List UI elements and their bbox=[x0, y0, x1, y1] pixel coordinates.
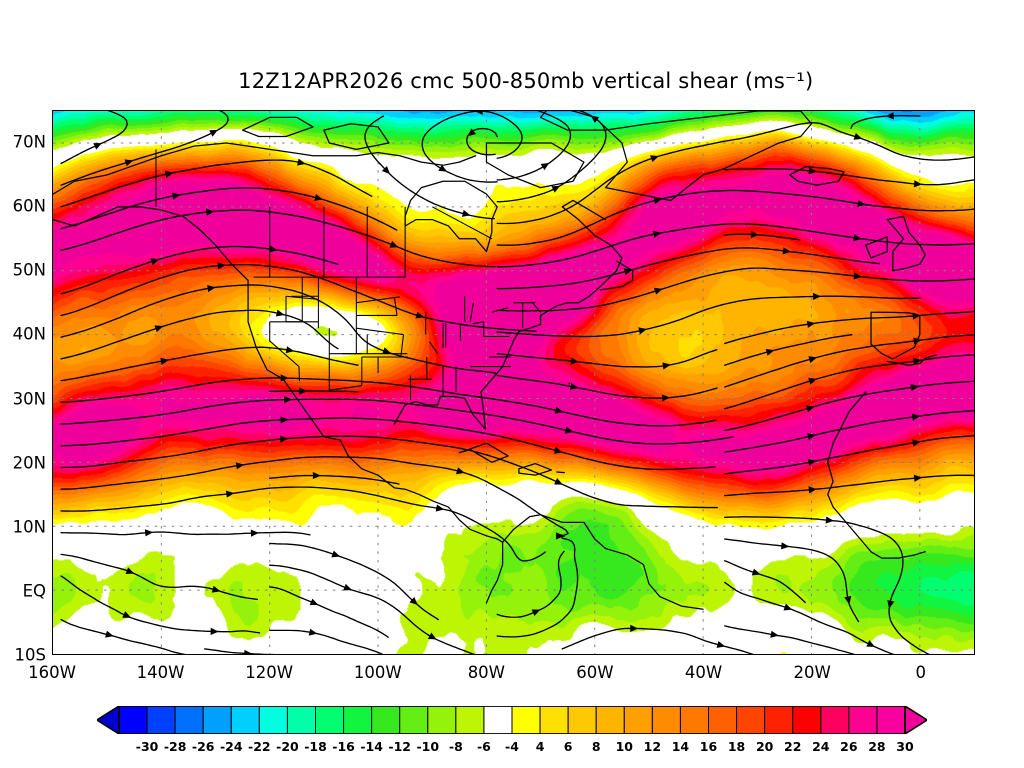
colorbar-tick-label: 18 bbox=[727, 739, 746, 754]
colorbar-tick-label: -10 bbox=[416, 739, 440, 754]
x-axis-label: 20W bbox=[793, 663, 831, 682]
y-axis-label: EQ bbox=[22, 581, 46, 601]
colorbar-tick-label: 10 bbox=[615, 739, 633, 754]
colorbar-tick-label: -14 bbox=[360, 739, 383, 754]
colorbar-tick-label: 26 bbox=[840, 739, 858, 754]
y-axis-label: 20N bbox=[12, 453, 46, 473]
colorbar-tick-label: -16 bbox=[332, 739, 355, 754]
y-axis-label: 10N bbox=[12, 517, 46, 537]
y-axis-label: 60N bbox=[12, 196, 46, 216]
colorbar-tick-label: -20 bbox=[276, 739, 299, 754]
colorbar-tick-label: 16 bbox=[699, 739, 718, 754]
chart-title-line1: 12Z12APR2026 cmc 500-850mb vertical shea… bbox=[238, 69, 814, 93]
y-axis-label: 50N bbox=[12, 260, 46, 280]
colorbar bbox=[97, 706, 927, 734]
colorbar-tick-label: -22 bbox=[248, 739, 271, 754]
colorbar-tick-label: 22 bbox=[784, 739, 802, 754]
colorbar-tick-label: 24 bbox=[812, 739, 830, 754]
colorbar-tick-label: -4 bbox=[505, 739, 519, 754]
colorbar-tick-label: 12 bbox=[643, 739, 662, 754]
coastlines-and-streamlines bbox=[53, 111, 974, 654]
x-axis-label: 60W bbox=[576, 663, 614, 682]
colorbar-tick-label: -12 bbox=[388, 739, 411, 754]
y-axis-label: 70N bbox=[12, 132, 46, 152]
colorbar-tick-label: 28 bbox=[868, 739, 886, 754]
colorbar-tick-label: 20 bbox=[755, 739, 774, 754]
colorbar-tick-label: 4 bbox=[535, 739, 545, 754]
x-axis-label: 100W bbox=[353, 663, 402, 682]
map-overlay-layer bbox=[53, 111, 974, 654]
colorbar-tick-label: 30 bbox=[896, 739, 914, 754]
colorbar-swatches bbox=[97, 706, 927, 734]
colorbar-tick-label: 6 bbox=[563, 739, 573, 754]
map-plot-area bbox=[52, 110, 975, 655]
x-axis-label: 140W bbox=[136, 663, 185, 682]
x-axis-label: 40W bbox=[684, 663, 723, 682]
colorbar-tick-label: -26 bbox=[191, 739, 215, 754]
colorbar-tick-label: -30 bbox=[135, 739, 159, 754]
colorbar-tick-label: 14 bbox=[671, 739, 690, 754]
y-axis-label: 30N bbox=[12, 389, 46, 409]
x-axis-label: 120W bbox=[245, 663, 294, 682]
colorbar-tick-label: -24 bbox=[219, 739, 243, 754]
x-axis-label: 160W bbox=[28, 663, 76, 682]
colorbar-tick-label: -8 bbox=[448, 739, 463, 754]
y-axis-label: 40N bbox=[12, 324, 46, 344]
shear-shading-layer bbox=[53, 111, 974, 654]
y-axis-label: 10S bbox=[14, 645, 46, 665]
colorbar-tick-label: -18 bbox=[304, 739, 327, 754]
x-axis-label: 80W bbox=[467, 663, 505, 682]
colorbar-tick-label: 8 bbox=[591, 739, 601, 754]
x-axis-label: 0 bbox=[915, 663, 926, 682]
colorbar-tick-label: -28 bbox=[163, 739, 187, 754]
colorbar-tick-label: -6 bbox=[476, 739, 491, 754]
